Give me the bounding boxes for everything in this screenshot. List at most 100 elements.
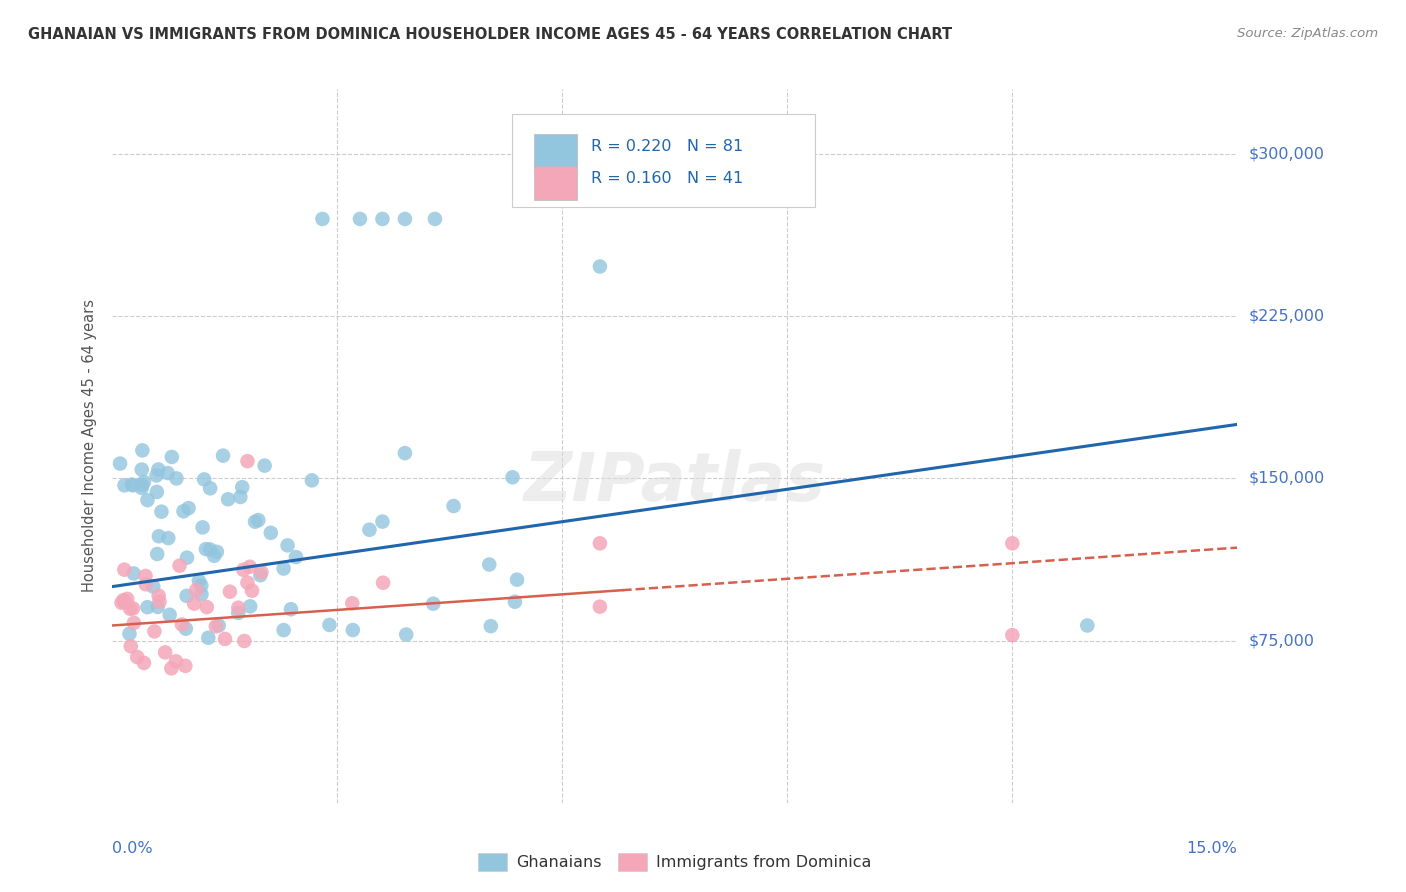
- Point: [342, 596, 364, 610]
- Point: [142, 580, 165, 594]
- Point: [198, 481, 221, 495]
- Point: [277, 538, 299, 552]
- Point: [131, 481, 153, 495]
- Text: 15.0%: 15.0%: [1187, 841, 1237, 855]
- Point: [1076, 618, 1098, 632]
- Point: [174, 658, 197, 673]
- Point: [122, 478, 145, 492]
- Point: [177, 501, 200, 516]
- Point: [132, 656, 155, 670]
- Point: [371, 515, 394, 529]
- Point: [273, 623, 295, 637]
- Legend: Ghanaians, Immigrants from Dominica: Ghanaians, Immigrants from Dominica: [472, 847, 877, 878]
- Point: [236, 575, 259, 590]
- Point: [131, 443, 153, 458]
- Point: [145, 468, 167, 483]
- Point: [170, 617, 193, 632]
- Point: [193, 472, 215, 486]
- Text: $225,000: $225,000: [1249, 309, 1324, 324]
- Point: [280, 602, 302, 616]
- Point: [120, 640, 142, 654]
- Point: [131, 462, 153, 476]
- Text: 0.0%: 0.0%: [112, 841, 153, 855]
- Point: [146, 547, 169, 561]
- Point: [240, 583, 263, 598]
- Point: [197, 631, 219, 645]
- Point: [226, 606, 249, 620]
- Point: [229, 490, 252, 504]
- Point: [121, 477, 143, 491]
- Point: [285, 550, 308, 565]
- Point: [1001, 536, 1024, 550]
- Point: [395, 627, 418, 641]
- Point: [212, 449, 235, 463]
- Text: Source: ZipAtlas.com: Source: ZipAtlas.com: [1237, 27, 1378, 40]
- Point: [114, 595, 136, 609]
- Point: [195, 600, 218, 615]
- Point: [134, 569, 156, 583]
- Point: [148, 589, 170, 603]
- Point: [589, 536, 612, 550]
- Point: [443, 499, 465, 513]
- Point: [202, 549, 225, 563]
- Point: [198, 542, 221, 557]
- Point: [166, 471, 188, 485]
- Point: [115, 591, 138, 606]
- Point: [250, 565, 273, 579]
- Point: [143, 624, 166, 639]
- Point: [249, 568, 271, 582]
- Point: [112, 563, 135, 577]
- Point: [108, 457, 131, 471]
- Point: [247, 513, 270, 527]
- Point: [187, 574, 209, 588]
- Point: [146, 484, 169, 499]
- Point: [132, 475, 155, 489]
- Point: [165, 654, 187, 668]
- Text: $75,000: $75,000: [1249, 633, 1315, 648]
- Point: [589, 260, 612, 274]
- Point: [423, 211, 446, 226]
- Point: [112, 593, 135, 607]
- Point: [169, 558, 191, 573]
- Point: [157, 531, 180, 545]
- Text: ZIPatlas: ZIPatlas: [524, 449, 825, 515]
- Point: [318, 618, 340, 632]
- Point: [1001, 628, 1024, 642]
- Point: [589, 599, 612, 614]
- Point: [239, 599, 262, 614]
- Point: [502, 470, 524, 484]
- Point: [260, 525, 283, 540]
- Point: [503, 595, 526, 609]
- Point: [136, 493, 159, 508]
- Point: [349, 211, 371, 226]
- Point: [219, 584, 242, 599]
- Point: [371, 575, 394, 590]
- Bar: [534, 134, 576, 168]
- FancyBboxPatch shape: [512, 114, 815, 207]
- Point: [191, 520, 214, 534]
- Text: GHANAIAN VS IMMIGRANTS FROM DOMINICA HOUSEHOLDER INCOME AGES 45 - 64 YEARS CORRE: GHANAIAN VS IMMIGRANTS FROM DOMINICA HOU…: [28, 27, 952, 42]
- Point: [148, 529, 170, 543]
- Point: [479, 619, 502, 633]
- Point: [478, 558, 501, 572]
- Point: [232, 563, 254, 577]
- Point: [214, 632, 236, 646]
- Point: [173, 504, 195, 518]
- Text: R = 0.220   N = 81: R = 0.220 N = 81: [591, 139, 742, 154]
- Text: R = 0.160   N = 41: R = 0.160 N = 41: [591, 171, 742, 186]
- Point: [159, 607, 181, 622]
- Point: [205, 545, 228, 559]
- Point: [394, 446, 416, 460]
- Point: [233, 634, 256, 648]
- Point: [190, 587, 212, 601]
- Point: [148, 595, 170, 609]
- Point: [176, 550, 198, 565]
- Point: [204, 619, 226, 633]
- Point: [118, 627, 141, 641]
- Point: [120, 601, 142, 615]
- Point: [422, 597, 444, 611]
- Point: [160, 450, 183, 464]
- Point: [146, 599, 169, 614]
- Point: [136, 600, 159, 615]
- Text: $300,000: $300,000: [1249, 146, 1324, 161]
